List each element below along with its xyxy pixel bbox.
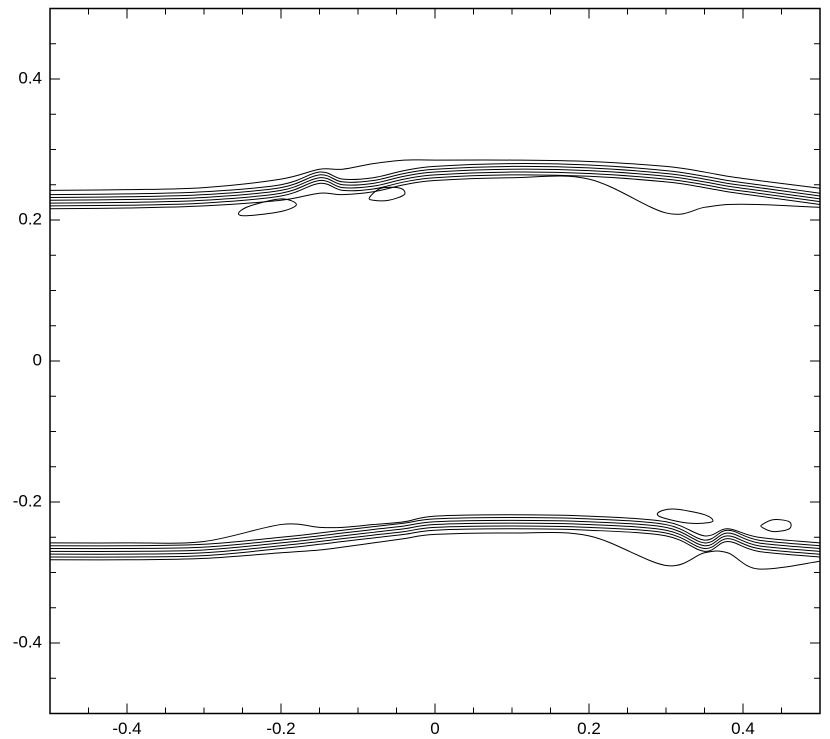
x-tick-label: -0.4 [112,719,141,738]
y-tick-label: 0.4 [18,68,42,87]
contour-line [49,171,821,204]
contour-loop [368,186,406,202]
x-tick-label: 0.2 [577,719,601,738]
contour-loop [238,198,297,217]
y-tick-label: 0 [33,350,42,369]
contour-line [49,532,821,570]
y-tick-label: 0.2 [18,209,42,228]
contour-line [49,159,821,191]
y-tick-label: -0.4 [13,632,42,651]
x-tick-label: -0.2 [266,719,295,738]
contour-line [49,168,821,201]
y-tick-label: -0.2 [13,491,42,510]
contour-line [49,174,821,207]
contour-line [49,519,821,550]
contour-loop [760,519,792,533]
plot-frame [49,7,821,715]
contour-line [49,163,821,196]
contour-line [49,528,821,558]
contour-loop [656,508,714,524]
x-tick-label: 0 [430,719,439,738]
contour-line [49,517,821,547]
contour-line [49,514,821,544]
contour-line [49,525,821,555]
contour-line [49,175,821,215]
x-tick-label: 0.4 [731,719,755,738]
contour-line [49,165,821,198]
contour-line [49,522,821,552]
